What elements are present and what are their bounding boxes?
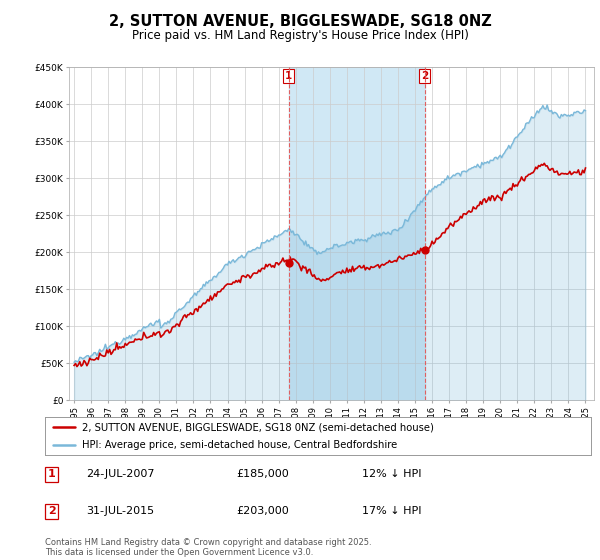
Text: 17% ↓ HPI: 17% ↓ HPI [362,506,421,516]
Text: 2, SUTTON AVENUE, BIGGLESWADE, SG18 0NZ: 2, SUTTON AVENUE, BIGGLESWADE, SG18 0NZ [109,14,491,29]
Text: Price paid vs. HM Land Registry's House Price Index (HPI): Price paid vs. HM Land Registry's House … [131,29,469,42]
Text: 1: 1 [285,71,292,81]
Text: £203,000: £203,000 [236,506,289,516]
Text: Contains HM Land Registry data © Crown copyright and database right 2025.
This d: Contains HM Land Registry data © Crown c… [45,538,371,557]
Text: 12% ↓ HPI: 12% ↓ HPI [362,469,421,479]
Text: 2, SUTTON AVENUE, BIGGLESWADE, SG18 0NZ (semi-detached house): 2, SUTTON AVENUE, BIGGLESWADE, SG18 0NZ … [82,422,434,432]
Text: 24-JUL-2007: 24-JUL-2007 [86,469,154,479]
Text: £185,000: £185,000 [236,469,289,479]
Text: 31-JUL-2015: 31-JUL-2015 [86,506,154,516]
Text: 2: 2 [421,71,428,81]
Text: 1: 1 [47,469,55,479]
Text: HPI: Average price, semi-detached house, Central Bedfordshire: HPI: Average price, semi-detached house,… [82,440,397,450]
Bar [289,67,425,400]
Text: 2: 2 [47,506,55,516]
